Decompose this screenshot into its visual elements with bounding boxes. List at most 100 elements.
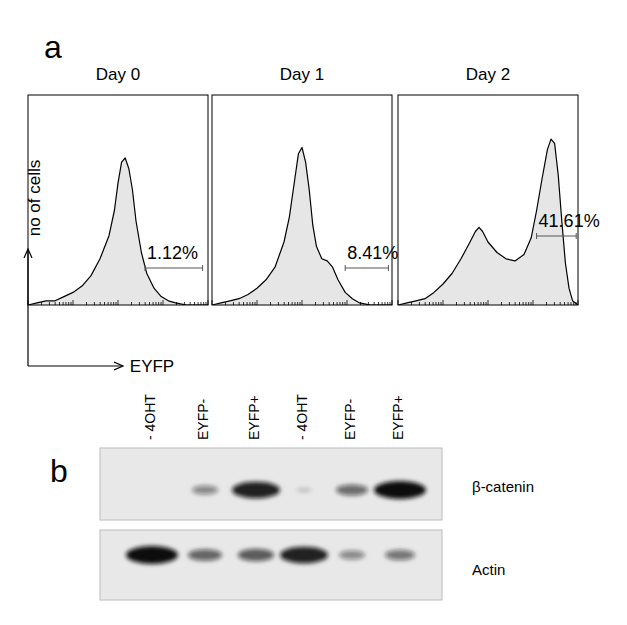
x-tick — [243, 302, 244, 305]
x-tick — [333, 302, 334, 305]
x-tick — [435, 302, 436, 305]
x-tick — [49, 302, 50, 305]
x-tick — [347, 300, 348, 305]
x-tick — [206, 302, 207, 305]
x-tick — [560, 302, 561, 305]
x-tick — [116, 302, 117, 305]
x-tick — [360, 302, 361, 305]
gate-end — [202, 265, 203, 271]
blot: Actin — [100, 530, 505, 600]
panel-title: Day 0 — [96, 65, 140, 84]
x-tick — [546, 302, 547, 305]
lane-label: - 4OHT — [142, 394, 158, 440]
x-tick — [104, 302, 105, 305]
band — [146, 488, 158, 492]
x-tick — [297, 302, 298, 305]
gate-label: 8.41% — [347, 243, 398, 263]
x-tick — [315, 302, 316, 305]
blot-label: Actin — [472, 561, 505, 578]
x-tick — [488, 300, 489, 305]
x-tick — [247, 302, 248, 305]
x-tick — [323, 302, 324, 305]
gate-end — [388, 265, 389, 271]
x-tick — [278, 302, 279, 305]
plot-area — [28, 158, 208, 305]
x-tick — [149, 302, 150, 305]
lane-label: EYFP+ — [390, 395, 406, 440]
x-tick — [533, 300, 534, 305]
x-tick — [339, 302, 340, 305]
x-arrow — [28, 365, 122, 366]
x-tick — [100, 302, 101, 305]
x-tick — [161, 302, 162, 305]
x-tick — [387, 302, 388, 305]
gate-line — [345, 268, 388, 269]
y-axis-label: no of cells — [25, 160, 44, 237]
x-tick — [163, 300, 164, 305]
x-tick — [118, 300, 119, 305]
x-tick — [59, 302, 60, 305]
x-tick — [198, 302, 199, 305]
x-tick — [378, 302, 379, 305]
x-tick — [525, 302, 526, 305]
x-tick — [176, 302, 177, 305]
x-tick — [531, 302, 532, 305]
lane-label: EYFP- — [342, 398, 358, 440]
blot-label: β-catenin — [472, 478, 534, 495]
x-tick — [528, 302, 529, 305]
x-tick — [390, 302, 391, 305]
x-tick — [474, 302, 475, 305]
x-tick — [113, 302, 114, 305]
histogram-panel: Day 241.61% — [398, 65, 600, 305]
x-tick — [225, 302, 226, 305]
x-tick — [239, 302, 240, 305]
plot-area — [212, 148, 392, 306]
histogram-panel: Day 01.12% — [28, 65, 208, 305]
x-tick — [411, 302, 412, 305]
x-tick — [470, 302, 471, 305]
x-tick — [483, 302, 484, 305]
x-tick — [568, 302, 569, 305]
panel-label: a — [44, 29, 62, 65]
x-tick — [578, 300, 579, 305]
x-tick — [300, 302, 301, 305]
x-tick — [515, 302, 516, 305]
x-tick — [68, 302, 69, 305]
x-tick — [374, 302, 375, 305]
x-tick — [564, 302, 565, 305]
x-tick — [486, 302, 487, 305]
gate-label: 41.61% — [539, 211, 600, 231]
x-tick — [480, 302, 481, 305]
x-tick — [184, 302, 185, 305]
gate-end — [345, 265, 346, 271]
plot-frame — [28, 95, 208, 305]
x-tick — [145, 302, 146, 305]
x-tick — [252, 302, 253, 305]
x-tick — [368, 302, 369, 305]
x-tick — [131, 302, 132, 305]
lane-label: EYFP- — [195, 398, 211, 440]
band — [238, 549, 274, 561]
x-tick — [65, 302, 66, 305]
x-tick — [443, 300, 444, 305]
gate-line — [537, 236, 577, 237]
x-tick — [155, 302, 156, 305]
figure: aDay 01.12% Day 1 8.41%Day 241.61% no of ce… — [0, 0, 627, 625]
band — [232, 482, 280, 499]
x-tick — [419, 302, 420, 305]
band — [385, 550, 415, 560]
x-tick — [302, 300, 303, 305]
lane-label: - 4OHT — [294, 394, 310, 440]
x-tick — [570, 302, 571, 305]
x-tick — [63, 302, 64, 305]
x-tick — [233, 302, 234, 305]
panel-title: Day 1 — [280, 65, 324, 84]
blot-membrane — [100, 448, 442, 520]
y-arrow — [27, 250, 28, 366]
x-tick — [110, 302, 111, 305]
x-tick — [438, 302, 439, 305]
gate-line — [145, 268, 203, 269]
x-tick — [329, 302, 330, 305]
blot-membrane — [100, 530, 442, 600]
band — [188, 549, 222, 561]
